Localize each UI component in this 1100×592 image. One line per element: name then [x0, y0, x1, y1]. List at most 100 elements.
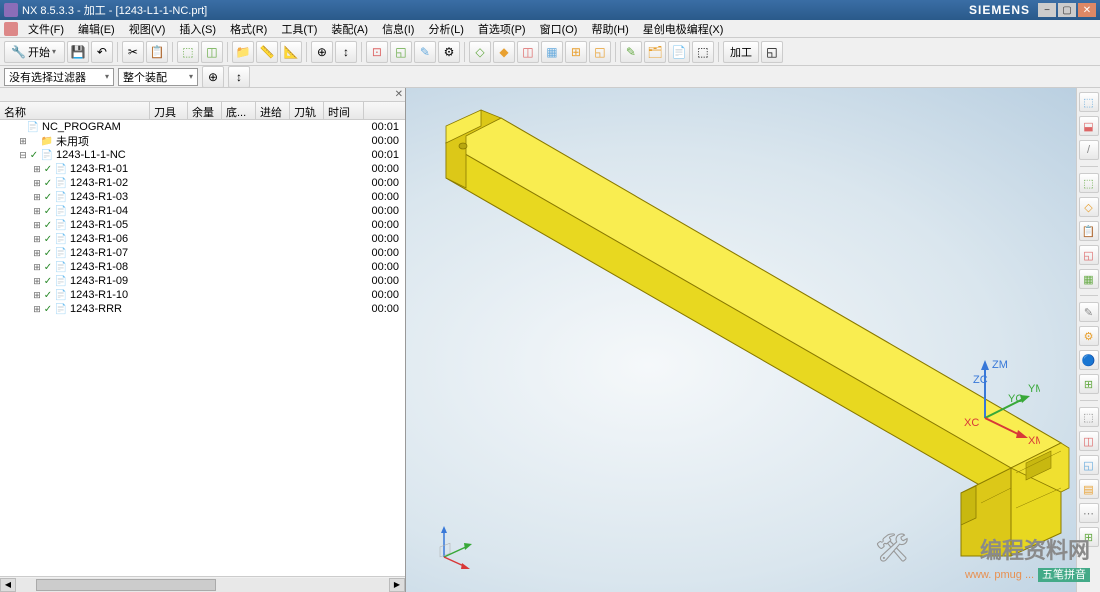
- tb-dim[interactable]: 📏: [256, 41, 278, 63]
- tb-d3[interactable]: 📄: [668, 41, 690, 63]
- resource-btn-0[interactable]: ⬚: [1079, 92, 1099, 112]
- tree-row[interactable]: ⊞ ✓ 📄 1243-R1-06 00:00: [0, 232, 405, 246]
- expand-icon[interactable]: ⊞: [32, 206, 42, 217]
- menu-format[interactable]: 格式(R): [224, 21, 273, 37]
- tree-row[interactable]: ⊞ ✓ 📄 1243-R1-02 00:00: [0, 176, 405, 190]
- start-button[interactable]: 🔧开始▾: [4, 41, 65, 63]
- resource-btn-7[interactable]: ▦: [1079, 269, 1099, 289]
- expand-icon[interactable]: ⊞: [32, 178, 42, 189]
- tree-row[interactable]: ⊞ ✓ 📄 1243-RRR 00:00: [0, 302, 405, 316]
- tb-copy[interactable]: 📋: [146, 41, 168, 63]
- tb-d4[interactable]: ⬚: [692, 41, 714, 63]
- tb-d1[interactable]: ✎: [620, 41, 642, 63]
- resource-btn-4[interactable]: ◇: [1079, 197, 1099, 217]
- menu-plugin[interactable]: 星创电极编程(X): [637, 21, 730, 37]
- part-model[interactable]: [421, 88, 1081, 558]
- tree-row[interactable]: ⊟ ✓ 📄 1243-L1-1-NC 00:01: [0, 148, 405, 162]
- menu-analysis[interactable]: 分析(L): [422, 21, 469, 37]
- filter-select[interactable]: 没有选择过滤器▾: [4, 68, 114, 86]
- tb-pt1[interactable]: ⊕: [311, 41, 333, 63]
- tb-box[interactable]: ⬚: [177, 41, 199, 63]
- scroll-left-button[interactable]: ◀: [0, 578, 16, 592]
- tb-undo[interactable]: ↶: [91, 41, 113, 63]
- expand-icon[interactable]: ⊞: [32, 290, 42, 301]
- tb-c5[interactable]: ⊞: [565, 41, 587, 63]
- h-scrollbar[interactable]: ◀ ▶: [0, 576, 405, 592]
- tb-d2[interactable]: 🗂: [644, 41, 666, 63]
- assembly-select[interactable]: 整个装配▾: [118, 68, 198, 86]
- resource-btn-2[interactable]: /: [1079, 140, 1099, 160]
- graphics-viewport[interactable]: ZM ZC YM YC XM XC ⬚⬓/⬚◇📋◱▦✎⚙🔵⊞⬚◫◱▤⋯⊞ 🛠 编…: [406, 88, 1100, 592]
- resource-btn-6[interactable]: ◱: [1079, 245, 1099, 265]
- menu-file[interactable]: 文件(F): [22, 21, 70, 37]
- expand-icon[interactable]: ⊞: [32, 192, 42, 203]
- tree-row[interactable]: ⊞ ✓ 📄 1243-R1-04 00:00: [0, 204, 405, 218]
- resource-btn-3[interactable]: ⬚: [1079, 173, 1099, 193]
- tb-g3[interactable]: ✎: [414, 41, 436, 63]
- tb-ang[interactable]: 📐: [280, 41, 302, 63]
- tree-row[interactable]: ⊞ ✓ 📄 1243-R1-07 00:00: [0, 246, 405, 260]
- tb-c1[interactable]: ◇: [469, 41, 491, 63]
- tree-col-2[interactable]: 余量: [188, 102, 222, 119]
- tree-col-3[interactable]: 底...: [222, 102, 256, 119]
- tb-e1[interactable]: ◱: [761, 41, 783, 63]
- expand-icon[interactable]: ⊞: [32, 304, 42, 315]
- resource-btn-9[interactable]: ⚙: [1079, 326, 1099, 346]
- tb-c4[interactable]: ▦: [541, 41, 563, 63]
- tree-col-0[interactable]: 名称: [0, 102, 150, 119]
- tree-col-6[interactable]: 时间: [324, 102, 364, 119]
- expand-icon[interactable]: ⊟: [18, 150, 28, 161]
- expand-icon[interactable]: ⊞: [32, 248, 42, 259]
- tb-box2[interactable]: ◫: [201, 41, 223, 63]
- resource-btn-5[interactable]: 📋: [1079, 221, 1099, 241]
- tree-col-5[interactable]: 刀轨: [290, 102, 324, 119]
- tree-col-1[interactable]: 刀具: [150, 102, 188, 119]
- tb-g4[interactable]: ⚙: [438, 41, 460, 63]
- expand-icon[interactable]: ⊞: [32, 276, 42, 287]
- tb-g2[interactable]: ◱: [390, 41, 412, 63]
- tb-machining[interactable]: 加工: [723, 41, 759, 63]
- resource-btn-13[interactable]: ◫: [1079, 431, 1099, 451]
- tb-open[interactable]: 📁: [232, 41, 254, 63]
- wcs-triad[interactable]: ZM ZC YM YC XM XC: [950, 358, 1040, 448]
- fb-2[interactable]: ↕: [228, 66, 250, 88]
- menu-assembly[interactable]: 装配(A): [325, 21, 374, 37]
- tb-c2[interactable]: ◆: [493, 41, 515, 63]
- tree-row[interactable]: ⊞ ✓ 📄 1243-R1-09 00:00: [0, 274, 405, 288]
- tree-col-4[interactable]: 进给: [256, 102, 290, 119]
- menu-window[interactable]: 窗口(O): [534, 21, 584, 37]
- resource-btn-15[interactable]: ▤: [1079, 479, 1099, 499]
- menu-info[interactable]: 信息(I): [376, 21, 420, 37]
- resource-btn-16[interactable]: ⋯: [1079, 503, 1099, 523]
- tree-row[interactable]: ⊞ 📁 未用项 00:00: [0, 134, 405, 148]
- tree-row[interactable]: ⊞ ✓ 📄 1243-R1-03 00:00: [0, 190, 405, 204]
- resource-btn-1[interactable]: ⬓: [1079, 116, 1099, 136]
- resource-btn-8[interactable]: ✎: [1079, 302, 1099, 322]
- resource-btn-14[interactable]: ◱: [1079, 455, 1099, 475]
- tb-cut[interactable]: ✂: [122, 41, 144, 63]
- menu-view[interactable]: 视图(V): [123, 21, 172, 37]
- tree-row[interactable]: ⊞ ✓ 📄 1243-R1-05 00:00: [0, 218, 405, 232]
- resource-btn-11[interactable]: ⊞: [1079, 374, 1099, 394]
- tb-c6[interactable]: ◱: [589, 41, 611, 63]
- tree-row[interactable]: ⊞ ✓ 📄 1243-R1-08 00:00: [0, 260, 405, 274]
- menu-help[interactable]: 帮助(H): [585, 21, 634, 37]
- tb-c3[interactable]: ◫: [517, 41, 539, 63]
- resource-btn-12[interactable]: ⬚: [1079, 407, 1099, 427]
- scroll-thumb[interactable]: [36, 579, 216, 591]
- scroll-right-button[interactable]: ▶: [389, 578, 405, 592]
- minimize-button[interactable]: −: [1038, 3, 1056, 17]
- fb-1[interactable]: ⊕: [202, 66, 224, 88]
- tree-row[interactable]: ⊞ ✓ 📄 1243-R1-01 00:00: [0, 162, 405, 176]
- expand-icon[interactable]: ⊞: [32, 164, 42, 175]
- expand-icon[interactable]: ⊞: [18, 136, 28, 147]
- close-button[interactable]: ✕: [1078, 3, 1096, 17]
- tb-save[interactable]: 💾: [67, 41, 89, 63]
- menu-prefs[interactable]: 首选项(P): [472, 21, 532, 37]
- expand-icon[interactable]: ⊞: [32, 220, 42, 231]
- menu-edit[interactable]: 编辑(E): [72, 21, 121, 37]
- tb-pt2[interactable]: ↕: [335, 41, 357, 63]
- menu-insert[interactable]: 插入(S): [173, 21, 222, 37]
- tb-g1[interactable]: ⊡: [366, 41, 388, 63]
- panel-close-icon[interactable]: ✕: [395, 89, 403, 100]
